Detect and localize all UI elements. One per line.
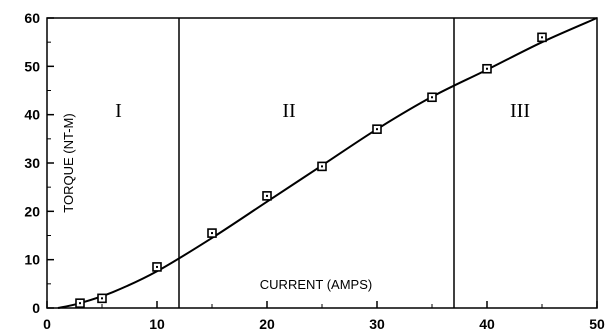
data-point-center xyxy=(266,194,268,197)
x-tick-label: 10 xyxy=(149,316,165,332)
region-dividers xyxy=(178,18,455,308)
y-tick-label: 0 xyxy=(32,300,40,316)
y-tick-label: 60 xyxy=(24,10,40,26)
axis-ticks: 0 10 20 30 40 50 60 0 10 20 30 40 50 xyxy=(24,10,605,332)
region-label-I: I xyxy=(115,100,122,122)
data-point-center xyxy=(431,96,433,99)
data-point-center xyxy=(541,36,543,39)
x-tick-label: 0 xyxy=(43,316,51,332)
y-tick-label: 40 xyxy=(24,107,40,123)
x-axis-title: CURRENT (AMPS) xyxy=(260,277,372,292)
y-tick-label: 10 xyxy=(24,252,40,268)
fit-curve xyxy=(57,17,598,309)
y-tick-label: 30 xyxy=(24,155,40,171)
region-label-II: II xyxy=(282,100,295,122)
data-point-center xyxy=(79,302,81,305)
y-tick-label: 20 xyxy=(24,203,40,219)
x-tick-label: 30 xyxy=(369,316,385,332)
data-point-center xyxy=(321,165,323,168)
data-point-center xyxy=(376,128,378,131)
x-tick-label: 20 xyxy=(259,316,275,332)
data-point-center xyxy=(211,232,213,235)
region-label-III: III xyxy=(510,100,530,122)
y-axis-title: TORQUE (NT-M) xyxy=(61,113,76,212)
y-tick-label: 50 xyxy=(24,58,40,74)
x-tick-label: 40 xyxy=(479,316,495,332)
data-point-center xyxy=(486,67,488,70)
data-point-center xyxy=(101,297,103,300)
fit-curve-group xyxy=(57,17,598,309)
region-labels: I II III xyxy=(115,100,530,122)
data-point-center xyxy=(156,265,158,268)
x-tick-label: 50 xyxy=(589,316,605,332)
data-points xyxy=(75,32,547,308)
